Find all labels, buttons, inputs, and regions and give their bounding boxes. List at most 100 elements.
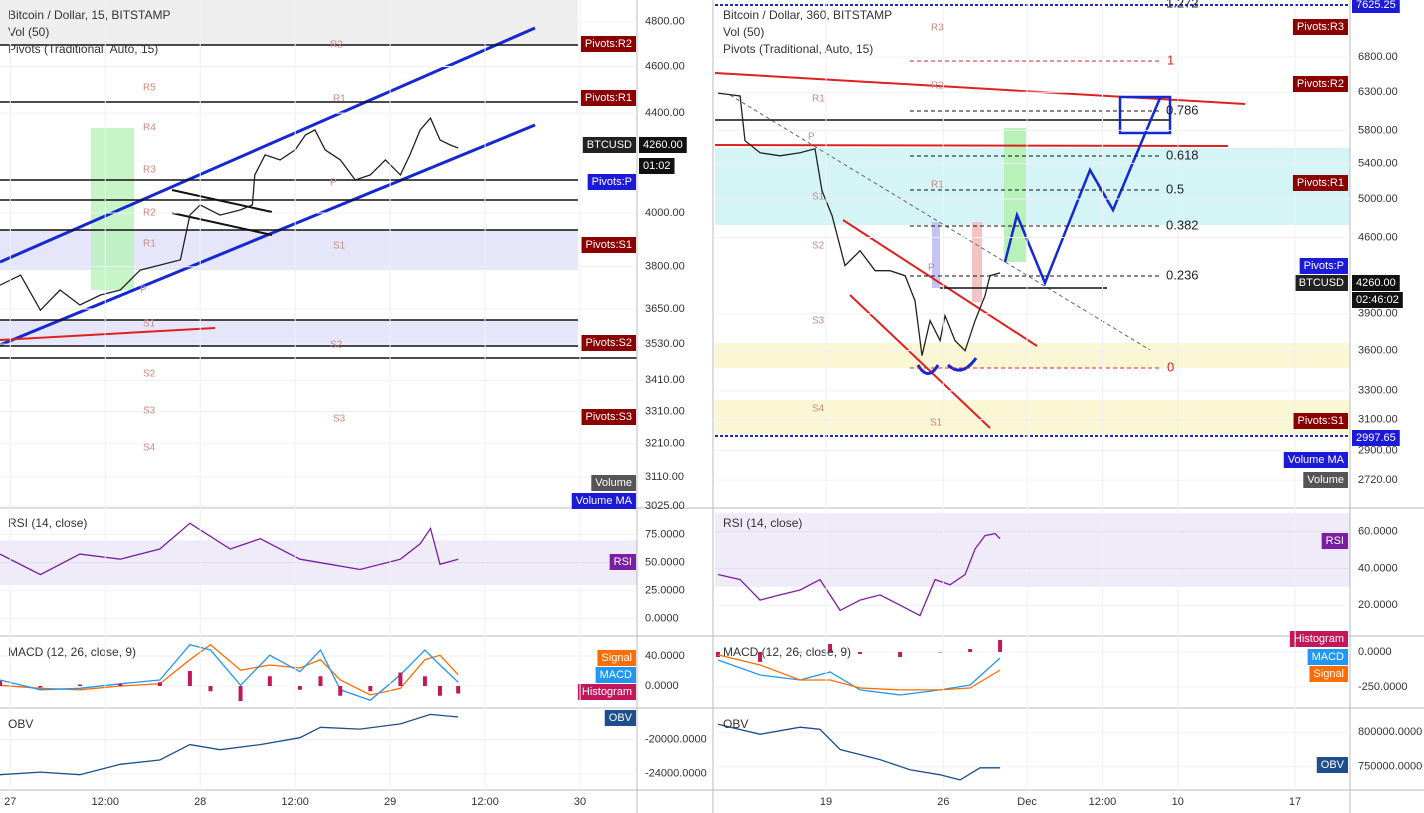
pivot-label: R3 — [931, 23, 944, 34]
rsi-band — [715, 513, 1350, 587]
badge-label: BTCUSD — [587, 139, 632, 151]
y-tick-label: 6800.00 — [1358, 51, 1398, 63]
badge-label: Histogram — [1294, 633, 1344, 645]
badge-label: Signal — [1313, 668, 1344, 680]
pivot-label: S4 — [143, 443, 156, 454]
y-tick-label: 3650.00 — [645, 303, 685, 315]
y-tick-label: 3600.00 — [1358, 345, 1398, 357]
badge — [639, 137, 687, 153]
histogram-bar — [238, 686, 243, 702]
y-tick-label: 5800.00 — [1358, 124, 1398, 136]
histogram-bar — [118, 683, 123, 687]
histogram-bar — [828, 644, 833, 652]
y-tick-label: 40.0000 — [645, 650, 685, 662]
badge-label: Pivots:S1 — [586, 239, 632, 251]
badge — [580, 90, 636, 106]
histogram-bar — [998, 639, 1003, 652]
x-tick-label: Dec — [1017, 796, 1037, 808]
y-tick-label: 5000.00 — [1358, 193, 1398, 205]
badge — [1292, 76, 1348, 92]
badge — [604, 710, 636, 726]
badge — [1299, 258, 1348, 274]
pivot-label: S1 — [333, 241, 346, 252]
x-tick-label: 12:00 — [91, 796, 119, 808]
badge — [1292, 19, 1348, 35]
y-tick-label: 3900.00 — [1358, 308, 1398, 320]
y-tick-label: 4400.00 — [645, 107, 685, 119]
y-tick-label: 3100.00 — [1358, 414, 1398, 426]
pane-title: RSI (14, close) — [723, 516, 802, 530]
pivot-label: S1 — [930, 418, 943, 429]
pane-title: OBV — [723, 717, 748, 731]
y-tick-label: 4000.00 — [645, 207, 685, 219]
badge-label: Pivots:S1 — [1298, 415, 1344, 427]
histogram-bar — [208, 686, 213, 692]
badge — [597, 650, 636, 666]
badge — [595, 667, 636, 683]
y-tick-label: 60.0000 — [1358, 525, 1398, 537]
badge — [1303, 472, 1348, 488]
badge-label: 01:02 — [643, 160, 671, 172]
pivot-label: S1 — [143, 319, 156, 330]
y-tick-label: 5400.00 — [1358, 157, 1398, 169]
badge-label: Pivots:R2 — [585, 38, 632, 50]
badge — [1294, 275, 1348, 291]
histogram-bar — [0, 680, 2, 687]
pivot-label: R5 — [143, 83, 156, 94]
badge-label: Pivots:S2 — [586, 337, 632, 349]
pivot-label: S3 — [812, 316, 825, 327]
y-tick-label: 3410.00 — [645, 374, 685, 386]
pivot-label: R1 — [333, 94, 346, 105]
series-line — [717, 723, 1001, 781]
badge — [1352, 275, 1400, 291]
y-tick-label: 2720.00 — [1358, 474, 1398, 486]
histogram-bar — [267, 676, 272, 687]
badge-label: OBV — [609, 712, 633, 724]
pivot-label: P — [928, 263, 935, 274]
pivot-label: S2 — [330, 340, 343, 351]
x-tick-label: 12:00 — [471, 796, 499, 808]
y-tick-label: 4600.00 — [645, 60, 685, 72]
badge-label: 02:46:02 — [1356, 294, 1399, 306]
pane-subtitle: Pivots (Traditional, Auto, 15) — [8, 42, 158, 56]
badge — [587, 174, 636, 190]
x-tick-label: 27 — [4, 796, 16, 808]
histogram-bar — [157, 682, 162, 687]
badge-label: Volume — [595, 477, 632, 489]
badge — [580, 36, 636, 52]
badge — [582, 137, 636, 153]
histogram-bar — [898, 651, 903, 658]
histogram-bar — [938, 651, 943, 653]
histogram-bar — [456, 686, 461, 694]
fib-label: 0.5 — [1166, 181, 1184, 196]
badge-label: RSI — [1326, 535, 1344, 547]
badge-label: Pivots:P — [1304, 260, 1344, 272]
fib-label: 0.618 — [1166, 147, 1199, 162]
badge-label: Pivots:R1 — [1297, 177, 1344, 189]
pivot-label: R3 — [143, 165, 156, 176]
x-tick-label: 10 — [1172, 796, 1184, 808]
y-tick-label: 3025.00 — [645, 500, 685, 512]
badge-label: Volume MA — [1288, 454, 1345, 466]
badge-label: MACD — [600, 669, 632, 681]
y-tick-label: 3210.00 — [645, 438, 685, 450]
pivot-label: S3 — [333, 414, 346, 425]
badge — [1352, 0, 1400, 13]
badge-label: Pivots:R2 — [1297, 78, 1344, 90]
pivot-label: S4 — [812, 404, 825, 415]
pane-title: OBV — [8, 717, 33, 731]
badge — [639, 158, 675, 174]
histogram-bar — [38, 686, 43, 688]
histogram-bar — [187, 670, 192, 687]
badge — [1309, 666, 1348, 682]
badge — [571, 493, 636, 509]
y-tick-label: -250.0000 — [1358, 681, 1408, 693]
badge-label: Histogram — [582, 686, 632, 698]
pivot-label: R4 — [143, 123, 156, 134]
series-line — [717, 657, 1001, 696]
badge-label: Pivots:R3 — [1297, 21, 1344, 33]
y-tick-label: 3300.00 — [1358, 385, 1398, 397]
pane-title: MACD (12, 26, close, 9) — [8, 645, 136, 659]
pane-subtitle: Pivots (Traditional, Auto, 15) — [723, 42, 873, 56]
badge-label: 4260.00 — [643, 139, 683, 151]
